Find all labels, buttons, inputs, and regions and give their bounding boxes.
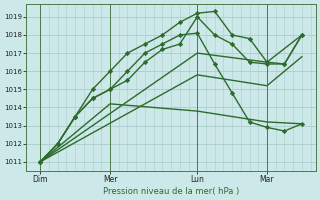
X-axis label: Pression niveau de la mer( hPa ): Pression niveau de la mer( hPa ) xyxy=(103,187,239,196)
